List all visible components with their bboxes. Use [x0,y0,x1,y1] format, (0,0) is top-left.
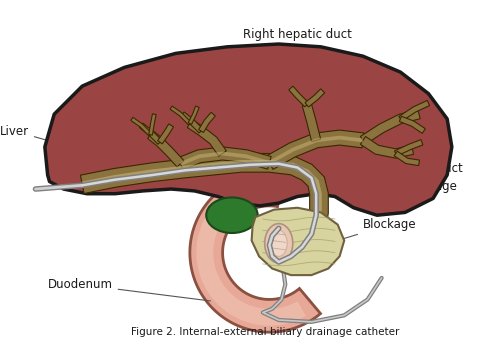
Text: Biliary drainage
catheter: Biliary drainage catheter [310,180,457,208]
Polygon shape [140,123,162,144]
Polygon shape [188,120,226,156]
Polygon shape [170,106,191,125]
Polygon shape [305,89,324,107]
Polygon shape [268,136,363,164]
Polygon shape [399,100,430,121]
Text: Figure 2. Internal-external biliary drainage catheter: Figure 2. Internal-external biliary drai… [130,327,399,337]
Polygon shape [190,173,320,332]
Polygon shape [158,124,174,144]
Polygon shape [180,152,270,166]
Text: Liver: Liver [0,125,84,151]
Polygon shape [302,104,320,141]
Polygon shape [82,160,322,232]
Polygon shape [394,151,419,166]
Polygon shape [148,131,184,167]
Polygon shape [148,114,156,135]
Polygon shape [178,147,271,170]
Polygon shape [45,44,452,215]
Polygon shape [80,154,328,232]
Polygon shape [289,86,309,107]
Polygon shape [266,130,364,169]
Text: Blockage: Blockage [331,218,416,243]
Polygon shape [180,112,203,133]
Text: Left hepatic duct: Left hepatic duct [300,162,462,175]
Text: Right hepatic duct: Right hepatic duct [243,28,352,102]
Polygon shape [188,106,199,124]
Polygon shape [394,140,423,156]
Polygon shape [360,136,414,158]
Text: Duodenum: Duodenum [48,278,210,301]
Ellipse shape [270,230,287,257]
Polygon shape [252,208,344,275]
Polygon shape [400,116,425,133]
Ellipse shape [206,197,258,233]
Polygon shape [196,180,306,326]
Polygon shape [198,112,216,132]
Polygon shape [131,117,152,136]
Ellipse shape [264,224,293,263]
Polygon shape [360,110,420,144]
